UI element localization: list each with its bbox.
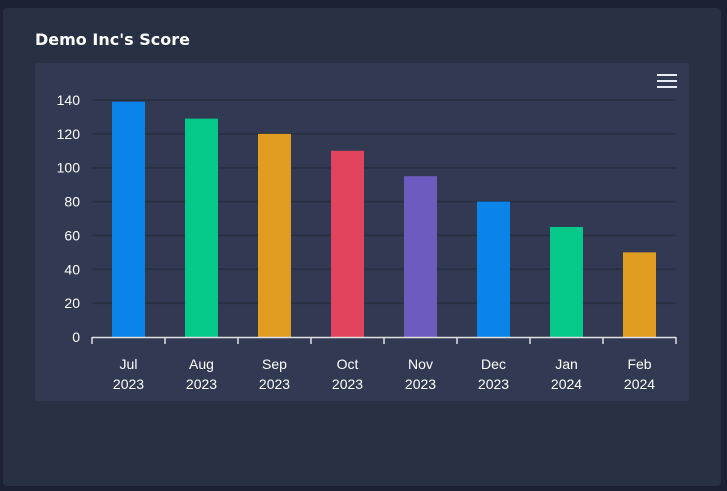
- x-tick-label-year: 2023: [186, 376, 217, 392]
- y-tick-label: 120: [57, 126, 81, 142]
- x-tick-label-year: 2023: [113, 376, 144, 392]
- chart-card: Demo Inc's Score 0 20 40 60 80 100 120 140 Jul 20…: [3, 8, 721, 486]
- x-tick-label-month: Nov: [408, 356, 433, 372]
- chart-panel: 0 20 40 60 80 100 120 140 Jul 2023 Aug 2023 Sep 2023 O…: [35, 63, 689, 401]
- x-tick-label-month: Sep: [262, 356, 287, 372]
- x-tick-label-month: Aug: [189, 356, 214, 372]
- x-tick-label-year: 2023: [259, 376, 290, 392]
- hamburger-menu-icon[interactable]: [655, 71, 679, 91]
- x-tick-label-month: Oct: [337, 356, 359, 372]
- y-tick-label: 60: [64, 227, 80, 243]
- y-tick-label: 80: [64, 194, 80, 210]
- x-tick-label-month: Dec: [481, 356, 506, 372]
- x-tick-label-month: Jan: [555, 356, 578, 372]
- y-tick-label: 20: [64, 295, 80, 311]
- bar[interactable]: [185, 118, 218, 337]
- bar[interactable]: [112, 101, 145, 337]
- bar[interactable]: [258, 133, 291, 337]
- x-tick-label-month: Jul: [120, 356, 138, 372]
- y-tick-label: 140: [57, 92, 81, 108]
- y-tick-label: 0: [72, 329, 80, 345]
- bar[interactable]: [404, 176, 437, 337]
- y-tick-label: 100: [57, 160, 81, 176]
- bar-chart: 0 20 40 60 80 100 120 140 Jul 2023 Aug 2023 Sep 2023 O…: [57, 92, 677, 392]
- chart-title: Demo Inc's Score: [35, 30, 190, 49]
- x-tick-label-year: 2023: [332, 376, 363, 392]
- bar[interactable]: [331, 150, 364, 337]
- x-tick-label-year: 2023: [478, 376, 509, 392]
- bar[interactable]: [550, 226, 583, 337]
- bar[interactable]: [477, 201, 510, 337]
- x-tick-label-year: 2024: [624, 376, 655, 392]
- x-tick-label-year: 2023: [405, 376, 436, 392]
- x-tick-label-month: Feb: [627, 356, 651, 372]
- bar[interactable]: [623, 252, 656, 337]
- y-tick-label: 40: [64, 261, 80, 277]
- x-tick-label-year: 2024: [551, 376, 582, 392]
